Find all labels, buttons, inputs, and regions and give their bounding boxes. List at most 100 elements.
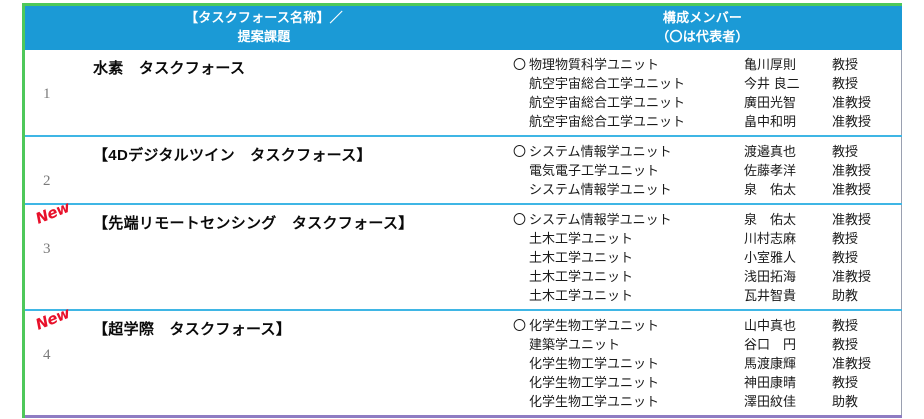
member-unit: 化学生物工学ユニット xyxy=(529,394,660,409)
member-name: 亀川厚則 xyxy=(744,57,797,72)
member-unit: 航空宇宙総合工学ユニット xyxy=(529,76,686,91)
taskforce-name-cell: 2 【4Dデジタルツイン タスクフォース】 xyxy=(25,137,503,203)
taskforce-name-cell: New 4 【超学際 タスクフォース】 xyxy=(25,304,503,415)
members-cell: 〇化学生物工学ユニット 山中真也 教授 建築学ユニット 谷口 円教授 化学生物工学ユニット… xyxy=(503,311,902,415)
member-name: 澤田紋佳 xyxy=(744,394,797,409)
taskforce-title: 【超学際 タスクフォース】 xyxy=(93,321,292,338)
member-line: 電気電子工学ユニット 佐藤孝洋 准教授 xyxy=(503,161,901,180)
header-taskforce-name-line1: 【タスクフォース名称】／ xyxy=(185,9,343,25)
representative-marker: 〇 xyxy=(513,144,527,159)
member-unit: 建築学ユニット xyxy=(529,337,621,352)
member-line: 〇システム情報学ユニット 渡邉真也 教授 xyxy=(503,142,901,161)
header-cell-taskforce-name: 【タスクフォース名称】／ 提案課題 xyxy=(25,6,503,49)
member-unit: 化学生物工学ユニット xyxy=(529,356,660,371)
member-name: 廣田光智 xyxy=(744,95,797,110)
table-row: 1 水素 タスクフォース〇物理物質科学ユニット 亀川厚則 教授 航空宇宙総合工学ユニット… xyxy=(25,50,902,137)
member-line: 航空宇宙総合工学ユニット 廣田光智 准教授 xyxy=(503,93,901,112)
member-line: 土木工学ユニット 瓦井智貴 助教 xyxy=(503,286,901,305)
member-rank: 助教 xyxy=(832,394,859,409)
member-unit: 電気電子工学ユニット xyxy=(529,163,660,178)
row-index-number: 3 xyxy=(43,241,51,257)
member-name: 渡邉真也 xyxy=(744,144,797,159)
member-name: 泉 佑太 xyxy=(744,182,797,197)
row-index-number: 1 xyxy=(43,86,51,102)
member-name: 川村志麻 xyxy=(744,231,797,246)
member-name: 小室雅人 xyxy=(744,250,797,265)
member-name: 馬渡康輝 xyxy=(744,356,797,371)
member-unit: 土木工学ユニット xyxy=(529,250,634,265)
member-unit: 土木工学ユニット xyxy=(529,269,634,284)
taskforce-table: 【タスクフォース名称】／ 提案課題 構成メンバー （〇は代表者） 1 水素 タスク… xyxy=(22,3,902,418)
member-rank: 教授 xyxy=(832,57,859,72)
member-line: 建築学ユニット 谷口 円 教授 xyxy=(503,335,901,354)
member-unit: 化学生物工学ユニット xyxy=(529,375,660,390)
member-name: 泉 佑太 xyxy=(744,212,797,227)
member-line: 〇システム情報学ユニット 泉 佑太 准教授 xyxy=(503,210,901,229)
member-rank: 准教授 xyxy=(832,182,872,197)
table-body: 1 水素 タスクフォース〇物理物質科学ユニット 亀川厚則 教授 航空宇宙総合工学ユニット… xyxy=(25,50,902,418)
member-unit: システム情報学ユニット xyxy=(529,144,672,159)
table-header-row: 【タスクフォース名称】／ 提案課題 構成メンバー （〇は代表者） xyxy=(25,6,902,50)
members-cell: 〇システム情報学ユニット泉 佑太 准教授 土木工学ユニット 川村志麻 教授 土木工学ユニッ… xyxy=(503,205,902,309)
member-rank: 教授 xyxy=(832,250,859,265)
header-cell-members: 構成メンバー （〇は代表者） xyxy=(503,6,902,49)
member-rank: 教授 xyxy=(832,318,859,333)
taskforce-name-cell: New 3 【先端リモートセンシング タスクフォース】 xyxy=(25,198,503,309)
representative-marker: 〇 xyxy=(513,57,527,72)
member-line: 化学生物工学ユニット 神田康晴 教授 xyxy=(503,373,901,392)
member-unit: 化学生物工学ユニット xyxy=(529,318,660,333)
member-line: 〇物理物質科学ユニット 亀川厚則 教授 xyxy=(503,55,901,74)
table-row: 2 【4Dデジタルツイン タスクフォース】 〇システム情報学ユニット 渡邉真也 教授 電気… xyxy=(25,137,902,205)
representative-marker: 〇 xyxy=(513,318,527,333)
member-line: 土木工学ユニット 川村志麻 教授 xyxy=(503,229,901,248)
member-rank: 准教授 xyxy=(832,356,872,371)
member-rank: 准教授 xyxy=(832,212,872,227)
row-index-number: 4 xyxy=(43,347,51,363)
taskforce-title: 【先端リモートセンシング タスクフォース】 xyxy=(93,215,414,232)
member-unit: システム情報学ユニット xyxy=(529,212,672,227)
member-rank: 教授 xyxy=(832,375,859,390)
member-line: 土木工学ユニット 浅田拓海 准教授 xyxy=(503,267,901,286)
member-name: 今井 良二 xyxy=(744,76,800,91)
member-rank: 准教授 xyxy=(832,114,872,129)
member-unit: 航空宇宙総合工学ユニット xyxy=(529,114,686,129)
members-cell: 〇システム情報学ユニット 渡邉真也 教授 電気電子工学ユニット 佐藤孝洋 准教授 システム情… xyxy=(503,137,902,203)
member-rank: 准教授 xyxy=(832,95,872,110)
member-line: 〇化学生物工学ユニット 山中真也 教授 xyxy=(503,316,901,335)
member-line: 土木工学ユニット 小室雅人 教授 xyxy=(503,248,901,267)
member-line: システム情報学ユニット 泉 佑太 准教授 xyxy=(503,180,901,199)
member-name: 山中真也 xyxy=(744,318,797,333)
member-rank: 教授 xyxy=(832,337,859,352)
member-line: 航空宇宙総合工学ユニット 畠中和明 准教授 xyxy=(503,112,901,131)
member-rank: 教授 xyxy=(832,231,859,246)
member-name: 谷口 円 xyxy=(744,337,797,352)
member-name: 瓦井智貴 xyxy=(744,288,797,303)
member-rank: 教授 xyxy=(832,76,859,91)
table-row: New 4 【超学際 タスクフォース】〇化学生物工学ユニット 山中真也 教授 建築学ユニッ… xyxy=(25,304,902,418)
taskforce-name-cell: 1 水素 タスクフォース xyxy=(25,50,503,135)
taskforce-title: 水素 タスクフォース xyxy=(93,60,246,77)
member-unit: 土木工学ユニット xyxy=(529,288,634,303)
member-unit: 物理物質科学ユニット xyxy=(529,57,660,72)
table-row: New 3 【先端リモートセンシング タスクフォース】〇システム情報学ユニット泉 佑… xyxy=(25,198,902,311)
member-name: 神田康晴 xyxy=(744,375,797,390)
members-cell: 〇物理物質科学ユニット 亀川厚則 教授 航空宇宙総合工学ユニット 今井 良二 教授 航空宇宙… xyxy=(503,50,902,135)
member-unit: 土木工学ユニット xyxy=(529,231,634,246)
member-unit: システム情報学ユニット xyxy=(529,182,672,197)
header-members-line1: 構成メンバー xyxy=(662,9,743,25)
member-rank: 助教 xyxy=(832,288,859,303)
member-unit: 航空宇宙総合工学ユニット xyxy=(529,95,686,110)
member-rank: 准教授 xyxy=(832,269,872,284)
row-index-number: 2 xyxy=(43,173,51,189)
member-name: 浅田拓海 xyxy=(744,269,797,284)
member-rank: 教授 xyxy=(832,144,859,159)
header-taskforce-name-line2: 提案課題 xyxy=(237,28,291,44)
member-name: 佐藤孝洋 xyxy=(744,163,797,178)
taskforce-title: 【4Dデジタルツイン タスクフォース】 xyxy=(93,147,372,164)
member-line: 化学生物工学ユニット 馬渡康輝 准教授 xyxy=(503,354,901,373)
representative-marker: 〇 xyxy=(513,212,527,227)
member-line: 航空宇宙総合工学ユニット 今井 良二 教授 xyxy=(503,74,901,93)
member-rank: 准教授 xyxy=(832,163,872,178)
member-line: 化学生物工学ユニット 澤田紋佳 助教 xyxy=(503,392,901,411)
